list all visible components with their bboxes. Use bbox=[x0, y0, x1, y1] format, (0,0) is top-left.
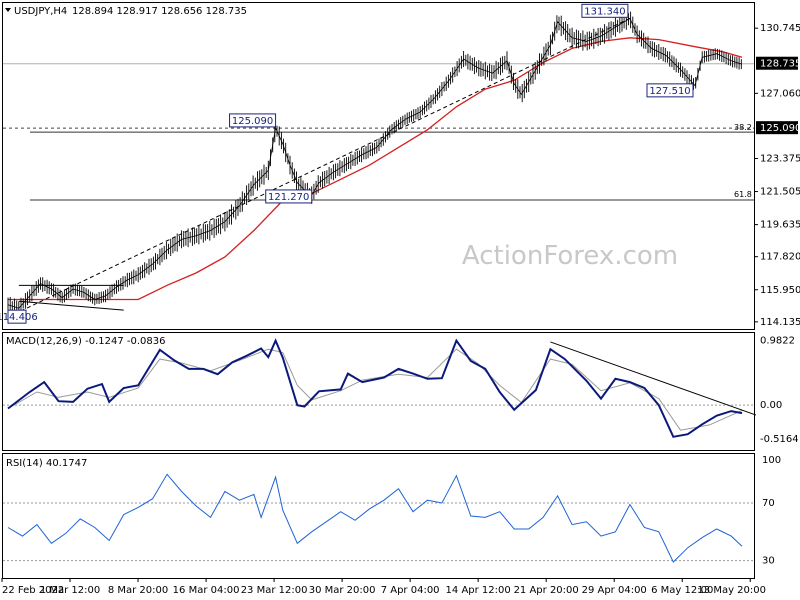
rsi-y-tick-label: 70 bbox=[762, 498, 775, 509]
price-layer: 38.2 61.8 131.340 127.510 125.090 121.270 114.… bbox=[0, 3, 754, 324]
price-annotation-box bbox=[229, 113, 277, 128]
x-tick-label: 30 Mar 20:00 bbox=[309, 585, 376, 596]
price-y-tick-label: 127.060 bbox=[760, 88, 800, 99]
x-tick-label: 14 Apr 12:00 bbox=[446, 585, 511, 596]
price-annotation-value: 127.510 bbox=[649, 86, 690, 97]
symbol-label: USDJPY,H4 bbox=[14, 6, 67, 17]
ohlc-label: 128.894 128.917 128.656 128.735 bbox=[72, 6, 247, 17]
fib-label-38: 38.2 bbox=[734, 123, 752, 132]
x-tick-label: 13 May 20:00 bbox=[697, 585, 766, 596]
price-annotation-value: 114.406 bbox=[0, 312, 38, 323]
price-y-tick-label: 119.635 bbox=[760, 220, 800, 231]
rsi-panel-frame bbox=[2, 453, 755, 579]
price-annotation-box bbox=[265, 189, 313, 204]
rsi-y-tick-label: 30 bbox=[762, 556, 775, 567]
price-annotation-3: 121.270 bbox=[265, 189, 313, 204]
x-tick-label: 7 Apr 04:00 bbox=[381, 585, 440, 596]
price-trend-line bbox=[7, 17, 631, 318]
macd-indicator-label: MACD(12,26,9) -0.1247 -0.0836 bbox=[6, 336, 166, 347]
macd-main-line bbox=[7, 338, 743, 438]
panel-frames bbox=[2, 2, 755, 579]
moving-average-line bbox=[8, 37, 743, 301]
last-price-tag: 128.735 bbox=[760, 59, 800, 70]
channel-lower-line bbox=[18, 300, 124, 311]
price-annotation-4: 114.406 bbox=[0, 309, 38, 324]
price-panel-frame bbox=[2, 2, 755, 330]
x-tick-label: 16 Mar 04:00 bbox=[173, 585, 240, 596]
price-annotation-1: 127.510 bbox=[646, 83, 694, 98]
watermark-text: ActionForex.com bbox=[462, 241, 678, 271]
x-tick-label: 8 Mar 20:00 bbox=[108, 585, 168, 596]
x-tick-label: 22 Feb 2022 bbox=[2, 585, 64, 596]
x-tick-label: 23 Mar 12:00 bbox=[241, 585, 308, 596]
price-annotation-value: 125.090 bbox=[232, 116, 273, 127]
price-y-tick-label: 117.820 bbox=[760, 252, 800, 263]
rsi-indicator-label: RSI(14) 40.1747 bbox=[6, 458, 87, 469]
price-y-tick-label: 114.135 bbox=[760, 317, 800, 328]
price-annotation-value: 131.340 bbox=[584, 6, 625, 17]
x-tick-label: 1 Mar 12:00 bbox=[40, 585, 100, 596]
price-annotation-0: 131.340 bbox=[581, 3, 629, 18]
price-annotation-2: 125.090 bbox=[229, 113, 277, 128]
rsi-line bbox=[7, 473, 743, 563]
price-annotation-box bbox=[646, 83, 694, 98]
fib-label-61: 61.8 bbox=[734, 190, 752, 199]
rsi-y-tick-label: 100 bbox=[762, 455, 781, 466]
dropdown-triangle-icon[interactable] bbox=[5, 8, 11, 12]
price-annotation-box bbox=[581, 3, 629, 18]
x-tick-label: 21 Apr 20:00 bbox=[514, 585, 579, 596]
macd-panel-frame bbox=[2, 332, 755, 451]
price-annotation-value: 121.270 bbox=[268, 192, 309, 203]
x-tick-label: 29 Apr 04:00 bbox=[582, 585, 647, 596]
axis-layer: 130.745 128.735 127.060 125.090 123.375 121.5… bbox=[1, 23, 800, 596]
rsi-layer bbox=[3, 473, 754, 563]
price-y-tick-label: 123.375 bbox=[760, 153, 800, 164]
macd-y-tick-label: 0.9822 bbox=[760, 335, 795, 346]
price-line bbox=[7, 17, 743, 309]
price-y-tick-label: 115.950 bbox=[760, 285, 800, 296]
fib-price-tag-box bbox=[756, 121, 798, 135]
macd-signal-line bbox=[7, 348, 743, 431]
macd-trend-line bbox=[550, 341, 757, 416]
macd-y-tick-label: -0.5164 bbox=[760, 434, 799, 445]
macd-y-tick-label: 0.00 bbox=[760, 400, 782, 411]
fib-price-tag: 125.090 bbox=[760, 123, 800, 134]
x-tick-label: 6 May 12:00 bbox=[651, 585, 713, 596]
price-annotation-box bbox=[7, 309, 27, 324]
last-price-tag-box bbox=[756, 56, 798, 70]
price-y-tick-label: 121.505 bbox=[760, 187, 800, 198]
macd-layer bbox=[3, 338, 757, 438]
price-y-tick-label: 130.745 bbox=[760, 23, 800, 34]
